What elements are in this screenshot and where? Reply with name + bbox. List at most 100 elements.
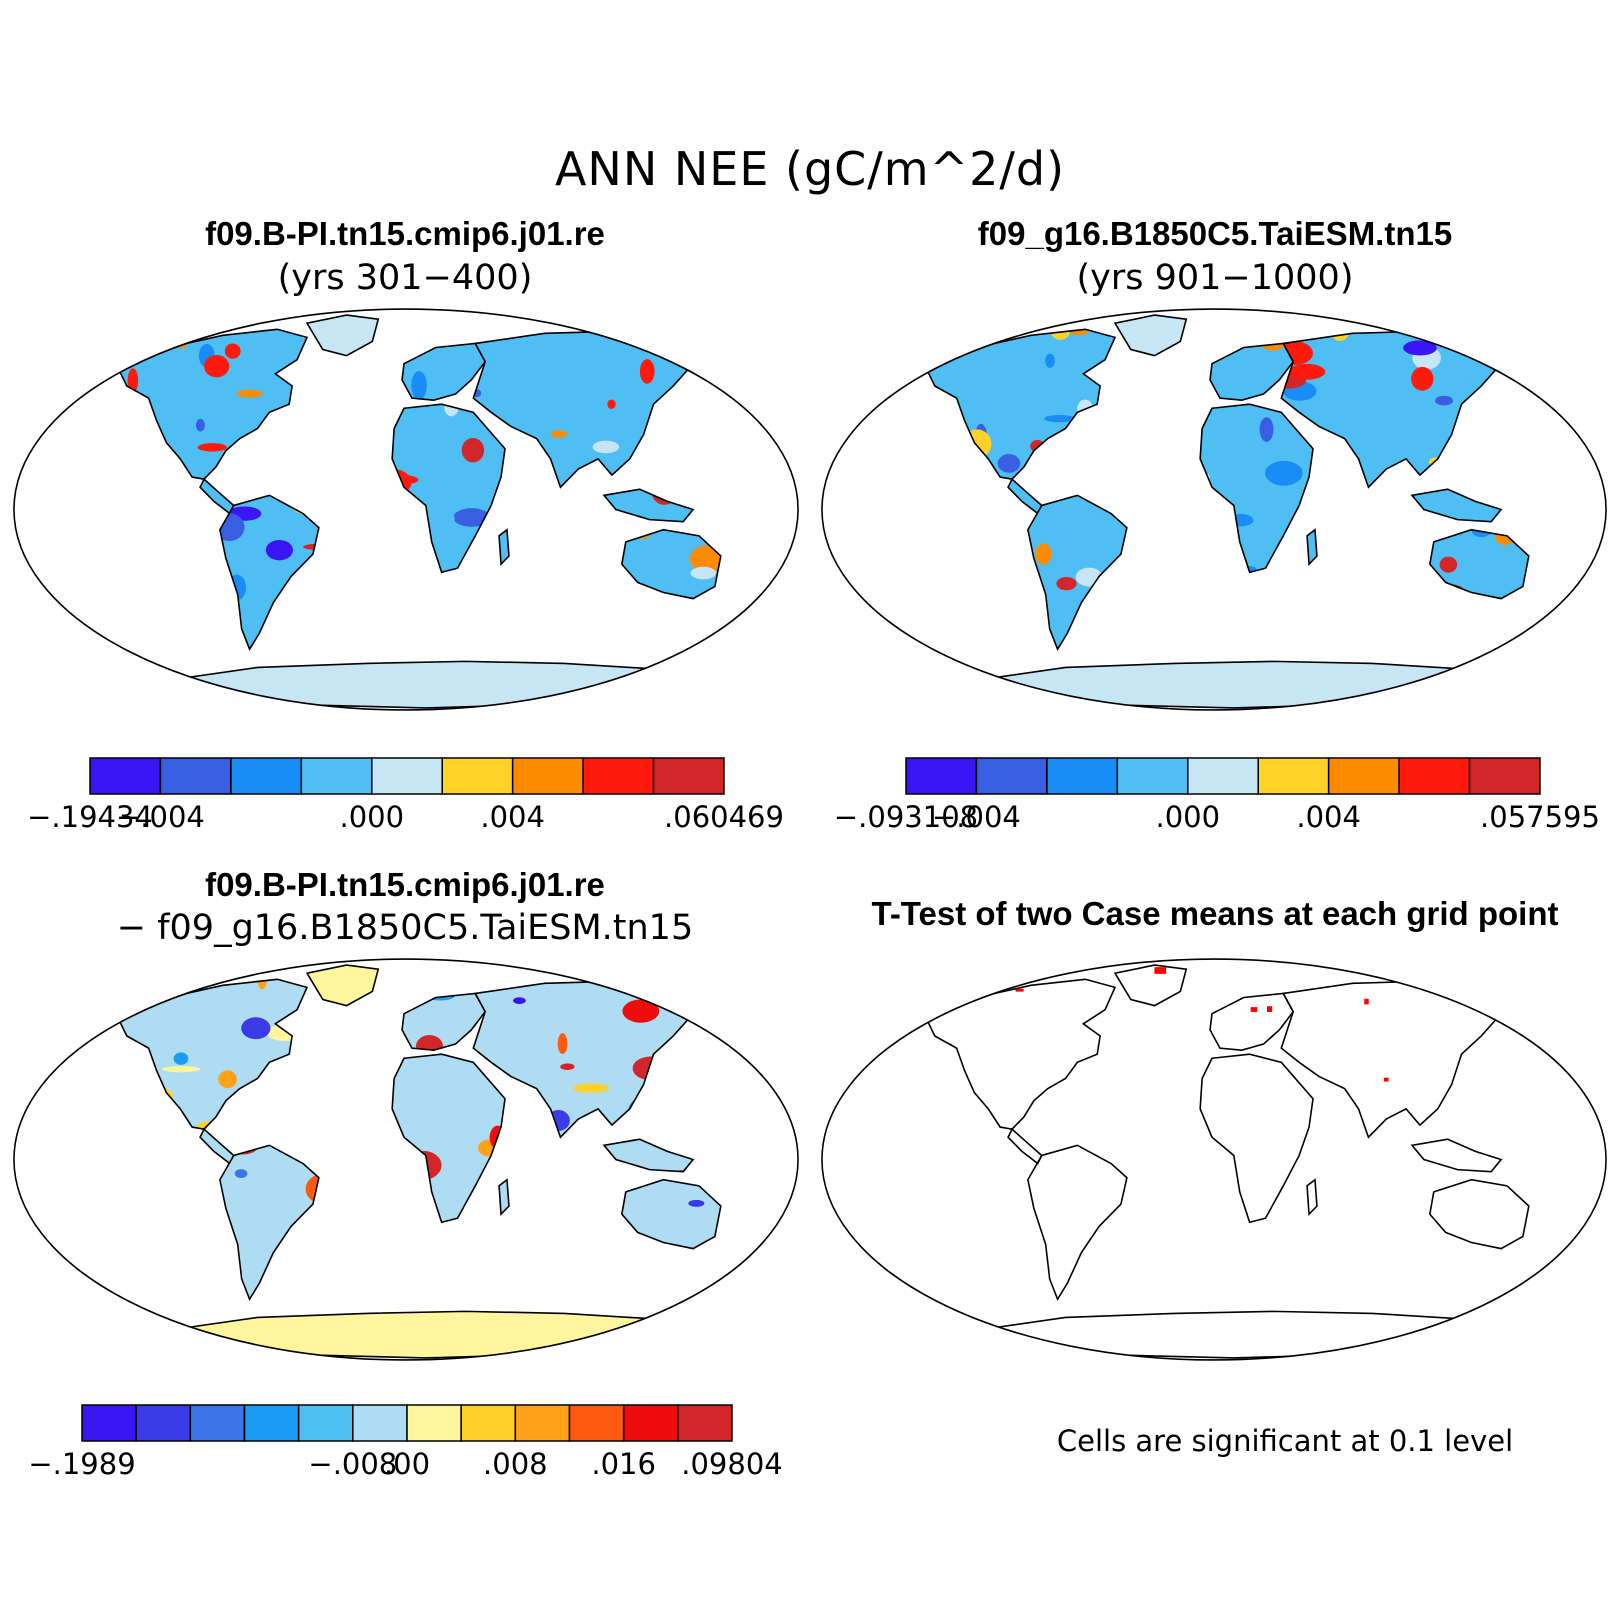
panel-4-coastline-centralAmerica (1007, 1127, 1043, 1165)
panel-2-field-antarctica (966, 661, 1472, 708)
panel-1-colorbar-box-1 (159, 757, 232, 795)
panel-2-subtitle: (yrs 901−1000) (1076, 258, 1354, 298)
panel-1-coastline-madagascar (498, 528, 510, 567)
panel-3-coastline-indonesia (602, 1138, 695, 1173)
panel-4-map (821, 958, 1607, 1361)
panel-4-title: T-Test of two Case means at each grid po… (871, 895, 1559, 932)
panel-1-coastline-northAmerica (117, 328, 309, 480)
panel-2-coastline-greenland (1113, 314, 1188, 357)
panel-1-map-frame (13, 308, 799, 711)
panel-4-coastline-europe (1209, 992, 1295, 1051)
panel-4-significant-cells-greenland (1154, 967, 1167, 974)
panel-3-colorbar-box-6 (406, 1404, 462, 1442)
panel-2-field-greenland (1115, 315, 1187, 356)
panel-3-colorbar-box-1 (135, 1404, 192, 1442)
panel-1-colorbar (89, 757, 725, 795)
panel-2-coastline-indonesia (1410, 488, 1503, 523)
panel-3-coastline-greenland (305, 964, 380, 1007)
panel-3-field-greenland (307, 965, 379, 1006)
panel-1-subtitle: (yrs 301−400) (277, 258, 533, 298)
panel-3-colorbar-box-0 (81, 1404, 137, 1442)
panel-1-colorbar-box-0 (89, 757, 162, 795)
panel-2-colorbar-ticks: −.093108 −.004 .000 .004 .057595 (834, 800, 1600, 836)
panel-1-colorbar-tick-2: .000 (339, 800, 405, 834)
panel-3-colorbar-tick-0: −.1989 (28, 1447, 136, 1481)
panel-3-subtitle: − f09_g16.B1850C5.TaiESM.tn15 (116, 908, 694, 948)
panel-4-coastline-antarctica (964, 1310, 1474, 1359)
figure-title: ANN NEE (gC/m^2/d) (554, 142, 1066, 196)
panel-3-map (13, 958, 799, 1361)
panel-3-colorbar-box-9 (568, 1404, 625, 1442)
panel-1-coastline-indonesia (602, 488, 695, 523)
panel-1-colorbar-tick-4: .060469 (664, 800, 784, 834)
panel-1-colorbar-box-3 (300, 757, 373, 795)
panel-2-title: f09_g16.B1850C5.TaiESM.tn15 (977, 215, 1453, 252)
panel-3-colorbar-box-10 (622, 1404, 679, 1442)
panel-1-colorbar-box-8 (652, 757, 725, 795)
panel-3-colorbar-tick-5: .09804 (681, 1447, 783, 1481)
panel-1-colorbar-box-6 (511, 757, 584, 795)
panel-1-colorbar-tick-1: −.004 (116, 800, 205, 834)
panel-2-map-frame (821, 308, 1607, 711)
panel-1-coastline-africa (391, 403, 506, 574)
panel-3-colorbar-box-11 (677, 1404, 733, 1442)
panel-3-title: f09.B-PI.tn15.cmip6.j01.re (205, 866, 605, 903)
panel-4-coastline-africa (1199, 1053, 1314, 1224)
panel-1-colorbar-box-4 (371, 757, 443, 795)
panel-2-colorbar-box-2 (1046, 757, 1119, 795)
panel-2-field-centralAmerica (1008, 479, 1042, 514)
panel-3-colorbar-ticks: −.1989 −.008.00 .008 .016 .09804 (28, 1447, 782, 1483)
panel-1-map (13, 308, 799, 711)
panel-1-colorbar-box-2 (230, 757, 303, 795)
panel-4-map-frame (821, 958, 1607, 1361)
panel-1-coastline-australia (620, 528, 722, 600)
panel-1-field-madagascar (499, 529, 509, 565)
panel-3-colorbar-box-8 (514, 1404, 571, 1442)
panel-4-coastline-northAmerica (925, 978, 1117, 1130)
panel-1-colorbar-box-7 (582, 757, 655, 795)
panel-2-colorbar-svg (905, 757, 1541, 795)
panel-1-field-antarctica (158, 661, 664, 708)
panel-1-colorbar-tick-0: −.19434 (27, 800, 153, 834)
panel-3-map-frame (13, 958, 799, 1361)
panel-1-colorbar-ticks: −.19434 −.004 .000 .004 .060469 (27, 800, 784, 836)
panel-3-colorbar-box-5 (352, 1404, 408, 1442)
panel-4-coastline-greenland (1113, 964, 1188, 1007)
panel-1-colorbar-svg (89, 757, 725, 795)
panel-1-colorbar-box-5 (441, 757, 514, 795)
panel-3-colorbar-box-7 (460, 1404, 517, 1442)
significance-footnote: Cells are significant at 0.1 level (1056, 1424, 1514, 1458)
panel-2-colorbar (905, 757, 1541, 795)
panel-1-title: f09.B-PI.tn15.cmip6.j01.re (205, 215, 605, 252)
panel-3-colorbar-tick-1: −.008 (308, 1447, 398, 1481)
panel-3-coastline-africa (391, 1053, 506, 1224)
panel-4-coastline-australia (1428, 1178, 1530, 1250)
panel-2-colorbar-tick-2: .000 (1155, 800, 1221, 834)
panel-2-coastline-africa (1199, 403, 1314, 574)
panel-1-coastline-europe (401, 342, 487, 401)
panel-4-coastline-indonesia (1410, 1138, 1503, 1173)
panel-2-colorbar-box-3 (1116, 757, 1189, 795)
panel-3-field-australia (621, 1179, 721, 1249)
panel-1-field-centralAmerica (200, 479, 234, 514)
panel-3-colorbar-svg (81, 1404, 733, 1442)
panel-2-colorbar-box-7 (1398, 757, 1471, 795)
panel-3-colorbar-box-2 (189, 1404, 246, 1442)
panel-2-coastline-madagascar (1306, 528, 1318, 567)
panel-1-coastline-greenland (305, 314, 380, 357)
panel-2-field-madagascar (1307, 529, 1317, 565)
panel-3-field-madagascar (499, 1179, 509, 1215)
panel-2-map (821, 308, 1607, 711)
panel-3-colorbar-tick-3: .008 (483, 1447, 548, 1481)
panel-4-coastline-asia (1280, 980, 1503, 1139)
panel-3-colorbar-box-3 (243, 1404, 300, 1442)
panel-1-field-greenland (307, 315, 379, 356)
panel-2-colorbar-box-5 (1257, 757, 1330, 795)
panel-3-field-antarctica (158, 1311, 664, 1358)
panel-3-coastline-northAmerica (117, 978, 309, 1130)
panel-4-coastline-southAmerica (1027, 1144, 1128, 1302)
panel-2-colorbar-box-4 (1187, 757, 1259, 795)
panel-3-coastline-europe (401, 992, 487, 1051)
panel-2-coastline-southAmerica (1027, 494, 1128, 652)
panel-3-coastline-australia (620, 1178, 722, 1250)
